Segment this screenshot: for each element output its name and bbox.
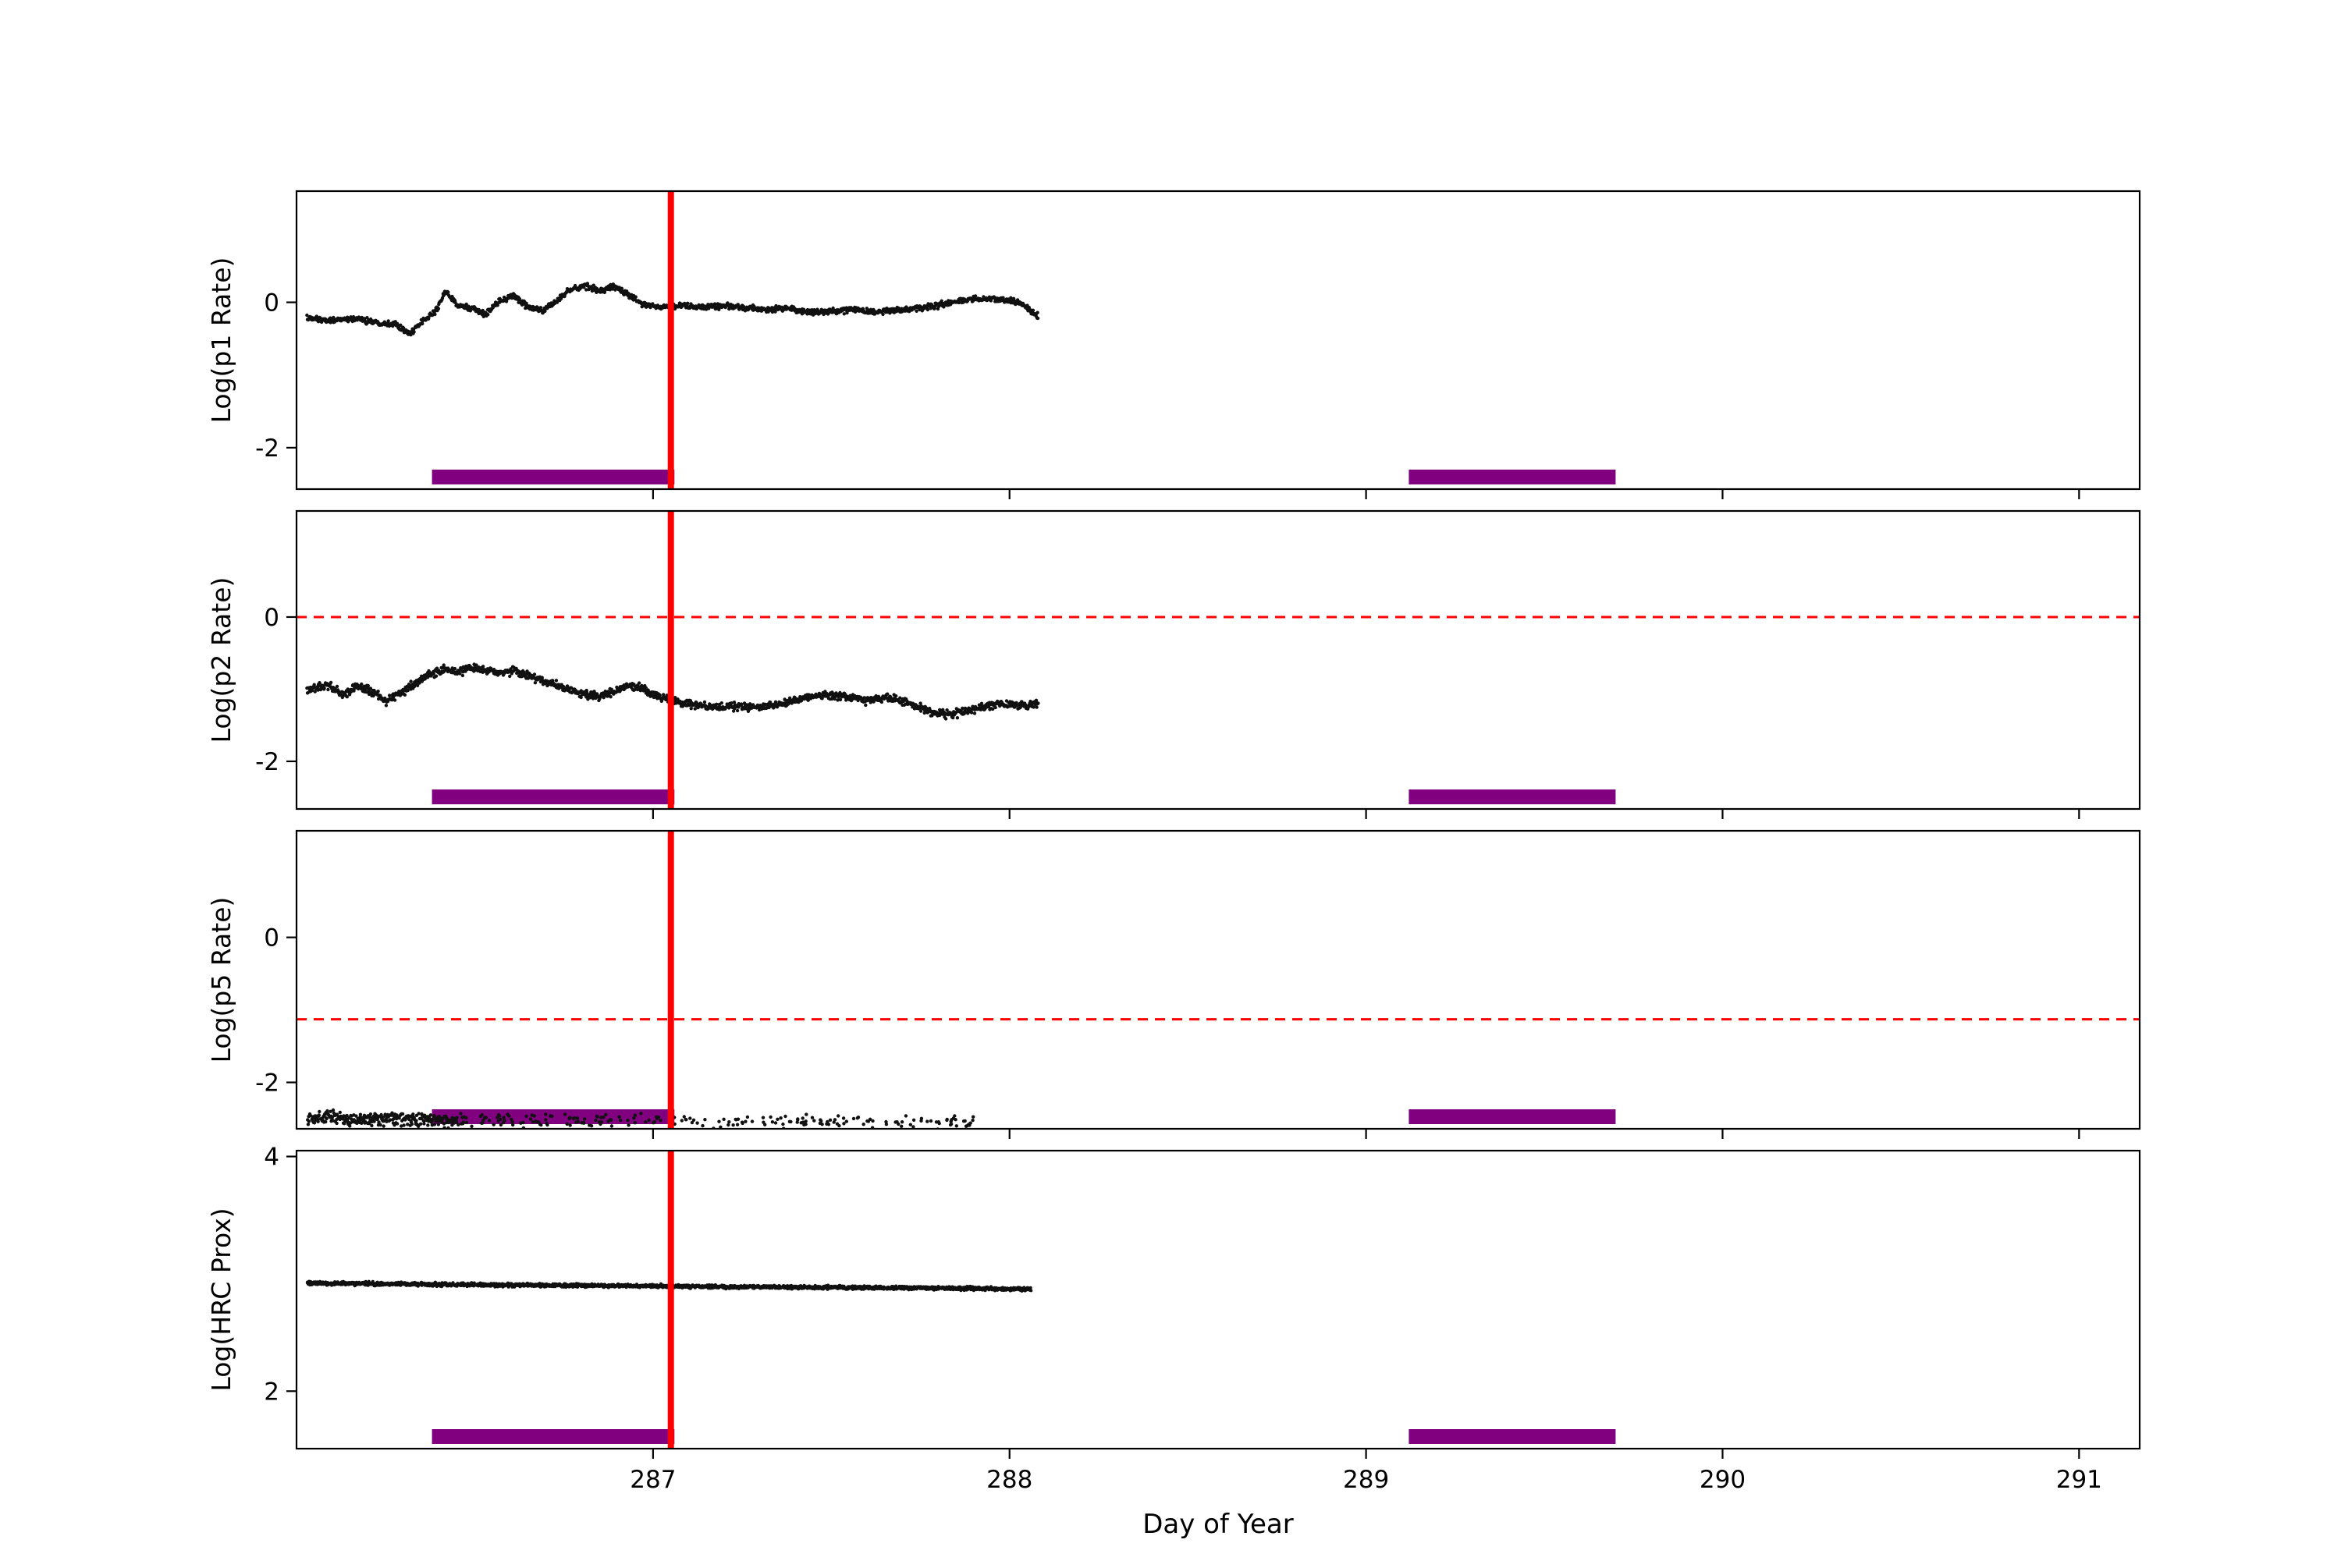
hrc-plot-area (305, 1151, 1616, 1449)
x-tick-label-288: 288 (986, 1466, 1032, 1494)
hrc-frame (295, 1149, 2141, 1450)
x-tick-label-290: 290 (1700, 1466, 1746, 1494)
p5-ytick-label-0: 0 (264, 924, 279, 953)
hrc-prox-scatter-series (305, 1279, 1033, 1293)
p1-ytick-label-0: 0 (264, 289, 279, 318)
p1-rate-scatter-series (305, 282, 1040, 337)
observation-band-2 (1409, 470, 1616, 484)
x-axis-label: Day of Year (1142, 1509, 1294, 1540)
p2-plot-area (297, 511, 2140, 809)
x-tick-label-289: 289 (1343, 1466, 1389, 1494)
panel-p5: 0 -2 Log(p5 Rate) (206, 829, 2141, 1139)
panel-p1: 0 -2 Log(p1 Rate) (206, 190, 2141, 499)
hrc-ylabel: Log(HRC Prox) (206, 1208, 236, 1391)
observation-band-1 (432, 470, 675, 484)
x-tick-label-287: 287 (630, 1466, 676, 1494)
p5-rate-dense-scatter-series (306, 1108, 459, 1129)
p5-ytick-label--2: -2 (255, 1070, 279, 1098)
observation-band-2 (1409, 1109, 1616, 1124)
observation-band-2 (1409, 1429, 1616, 1444)
p1-plot-area (305, 191, 1616, 489)
panel-hrc: 4 2 287 288 289 290 291 Log(HRC Prox) (206, 1144, 2141, 1494)
hrc-ytick-label-2: 2 (264, 1378, 279, 1406)
p1-ylabel: Log(p1 Rate) (206, 257, 236, 424)
observation-band-1 (432, 789, 675, 804)
p2-ytick-label-0: 0 (264, 604, 279, 632)
p1-frame (295, 190, 2141, 491)
hrc-ytick-label-4: 4 (264, 1144, 279, 1172)
observation-band-2 (1409, 789, 1616, 804)
p5-ylabel: Log(p5 Rate) (206, 897, 236, 1063)
x-tick-label-291: 291 (2056, 1466, 2102, 1494)
p2-ylabel: Log(p2 Rate) (206, 577, 236, 743)
panel-p2: 0 -2 Log(p2 Rate) (206, 509, 2141, 819)
p5-plot-area (297, 831, 2140, 1129)
p1-ytick-label--2: -2 (255, 435, 279, 463)
observation-band-1 (432, 1429, 675, 1444)
p2-frame (295, 509, 2141, 811)
p5-frame (295, 829, 2141, 1130)
p2-ytick-label--2: -2 (255, 748, 279, 776)
